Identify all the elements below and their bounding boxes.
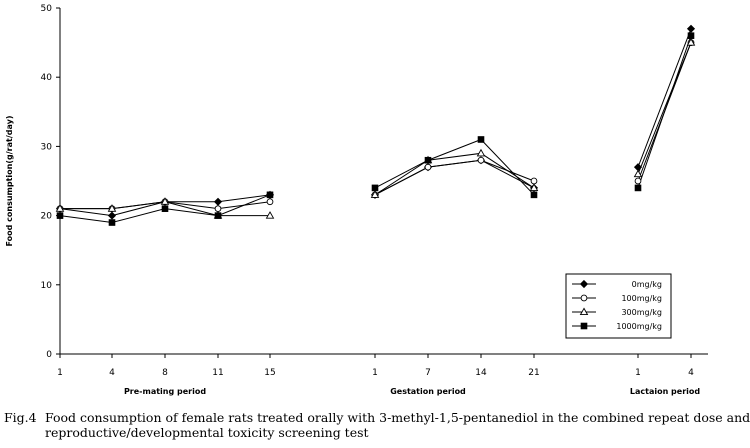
- period-label: Gestation period: [390, 387, 466, 396]
- data-point: [424, 156, 432, 164]
- figure-number: Fig.4: [4, 410, 37, 425]
- x-tick-label: 1: [57, 368, 63, 378]
- data-point: [266, 191, 274, 199]
- data-point: [107, 211, 117, 220]
- y-tick-label: 40: [41, 73, 53, 83]
- x-tick-label: 1: [372, 368, 378, 378]
- series-line: [374, 159, 535, 196]
- legend-marker: [579, 307, 589, 316]
- data-point: [370, 190, 380, 198]
- figure-caption: Fig.4 Food consumption of female rats tr…: [4, 410, 750, 440]
- x-tick-label: 21: [528, 368, 539, 378]
- x-tick-label: 15: [264, 368, 275, 378]
- data-point: [634, 177, 642, 185]
- data-point: [214, 205, 222, 213]
- data-point: [686, 24, 696, 33]
- x-tick-label: 4: [109, 368, 115, 378]
- series-line: [374, 159, 535, 196]
- data-point: [160, 197, 170, 205]
- legend-marker: [580, 322, 588, 330]
- data-point: [371, 184, 379, 192]
- caption-line-1: Food consumption of female rats treated …: [45, 410, 750, 425]
- series-line: [374, 152, 535, 196]
- data-point: [530, 191, 538, 199]
- data-point: [266, 198, 274, 206]
- y-tick-label: 10: [41, 281, 53, 291]
- data-point: [687, 32, 695, 39]
- data-point: [529, 183, 539, 191]
- series-line: [637, 28, 692, 168]
- y-tick-label: 20: [41, 212, 53, 222]
- data-point: [213, 197, 223, 206]
- legend-label: 0mg/kg: [632, 280, 662, 289]
- data-point: [56, 212, 64, 219]
- data-point: [108, 219, 116, 226]
- period-label: Pre-mating period: [124, 387, 206, 396]
- series-line: [637, 35, 692, 189]
- data-point: [633, 169, 643, 178]
- caption-line-2: reproductive/developmental toxicity scre…: [45, 425, 369, 440]
- data-point: [476, 148, 486, 157]
- y-tick-label: 30: [41, 142, 53, 152]
- data-point: [530, 177, 538, 185]
- data-point: [214, 212, 222, 219]
- y-axis-title: Food consumption(g/rat/day): [5, 116, 14, 247]
- period-label: Lactaion period: [630, 387, 701, 396]
- legend-label: 1000mg/kg: [616, 322, 662, 331]
- x-tick-label: 7: [425, 368, 431, 378]
- data-point: [107, 204, 117, 212]
- data-point: [55, 204, 65, 212]
- data-point: [686, 38, 696, 46]
- legend-label: 300mg/kg: [621, 308, 662, 317]
- data-point: [477, 136, 485, 143]
- x-tick-label: 8: [162, 368, 168, 378]
- data-point: [161, 205, 169, 212]
- series-line: [374, 138, 535, 196]
- series-line: [637, 42, 692, 175]
- data-point: [634, 184, 642, 192]
- legend-marker: [580, 294, 588, 302]
- legend-label: 100mg/kg: [621, 294, 662, 303]
- x-tick-label: 11: [212, 368, 223, 378]
- x-tick-label: 4: [688, 368, 694, 378]
- data-point: [424, 163, 432, 171]
- x-tick-label: 1: [635, 368, 641, 378]
- data-point: [265, 211, 275, 219]
- y-tick-label: 50: [41, 4, 53, 14]
- legend-marker: [579, 279, 589, 289]
- y-tick-label: 0: [46, 350, 52, 360]
- x-tick-label: 14: [475, 368, 487, 378]
- data-point: [477, 156, 485, 164]
